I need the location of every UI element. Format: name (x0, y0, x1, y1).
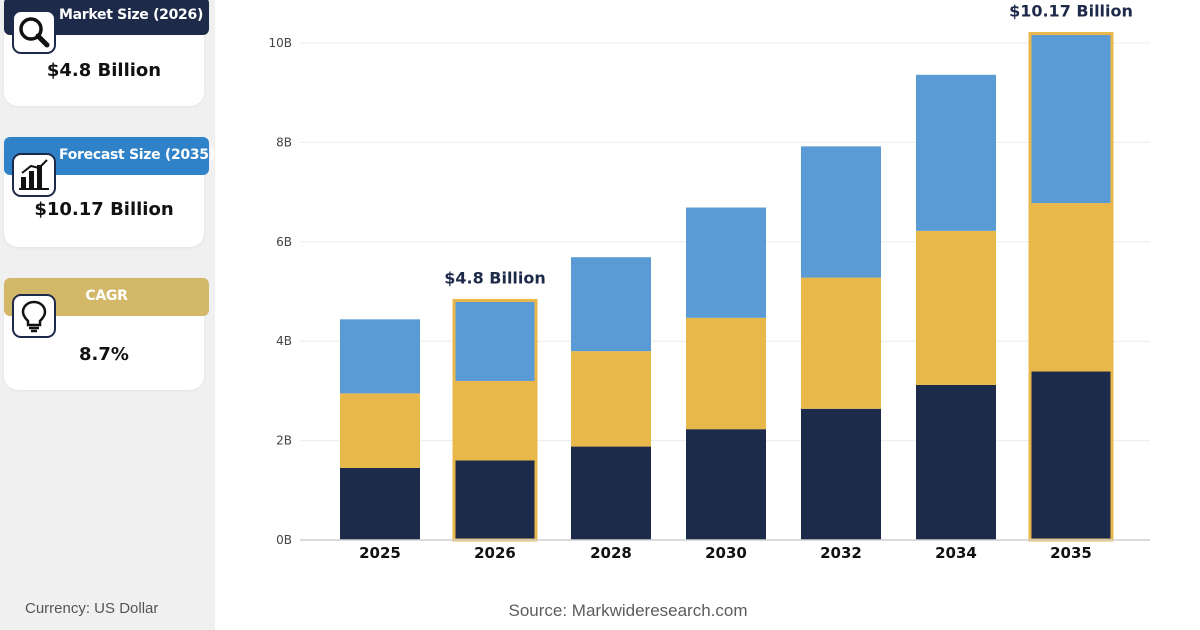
bar-segment (340, 319, 420, 394)
x-tick-label: 2025 (359, 544, 401, 562)
x-tick-label: 2030 (705, 544, 747, 562)
y-tick-label: 4B (276, 334, 292, 348)
bar-segment (1031, 371, 1111, 540)
bar-segment (916, 384, 996, 540)
y-tick-label: 10B (268, 36, 292, 50)
bar-segment (340, 393, 420, 468)
source-note: Source: Markwideresearch.com (508, 601, 748, 620)
bar-segment (916, 230, 996, 385)
y-tick-label: 6B (276, 235, 292, 249)
x-tick-label: 2034 (935, 544, 977, 562)
market-size-value: $4.8 Billion (46, 60, 162, 81)
cagr-card: CAGR 8.7% (4, 278, 209, 390)
forecast-size-card: Forecast Size (2035) $10.17 Billion (4, 137, 215, 247)
forecast-size-value: $10.17 Billion (34, 199, 174, 220)
bar-segment (801, 408, 881, 540)
bar-segment (1031, 203, 1111, 372)
magnifier-icon (12, 10, 56, 54)
y-tick-label: 2B (276, 434, 292, 448)
bar-segment (686, 429, 766, 540)
x-tick-label: 2032 (820, 544, 862, 562)
forecast-size-label: Forecast Size (2035) (59, 147, 215, 163)
sidebar: Market Size (2026) $4.8 Billion Forecast… (0, 0, 215, 630)
x-tick-label: 2028 (590, 544, 632, 562)
lightbulb-icon (12, 294, 56, 338)
x-tick-label: 2035 (1050, 544, 1092, 562)
bar-segment (686, 207, 766, 318)
y-tick-label: 0B (276, 533, 292, 547)
highlight-label: $4.8 Billion (444, 268, 546, 287)
bar-segment (571, 257, 651, 352)
bar-segment (455, 460, 535, 540)
bar-segment (916, 74, 996, 231)
bar-segment (340, 467, 420, 540)
bar-segment (1031, 34, 1111, 204)
y-tick-label: 8B (276, 135, 292, 149)
bar-segment (455, 301, 535, 381)
bar-chart-icon (12, 153, 56, 197)
bar-segment (571, 446, 651, 540)
currency-note: Currency: US Dollar (25, 600, 159, 617)
cagr-value: 8.7% (79, 344, 129, 365)
bar-segment (455, 380, 535, 461)
bar-segment (571, 351, 651, 447)
x-tick-label: 2026 (474, 544, 516, 562)
bar-segment (686, 317, 766, 430)
cagr-label: CAGR (85, 288, 128, 304)
bar-segment (801, 277, 881, 409)
market-size-label: Market Size (2026) (59, 7, 204, 23)
market-size-card: Market Size (2026) $4.8 Billion (4, 0, 209, 106)
highlight-label: $10.17 Billion (1009, 2, 1133, 21)
bar-segment (801, 146, 881, 278)
